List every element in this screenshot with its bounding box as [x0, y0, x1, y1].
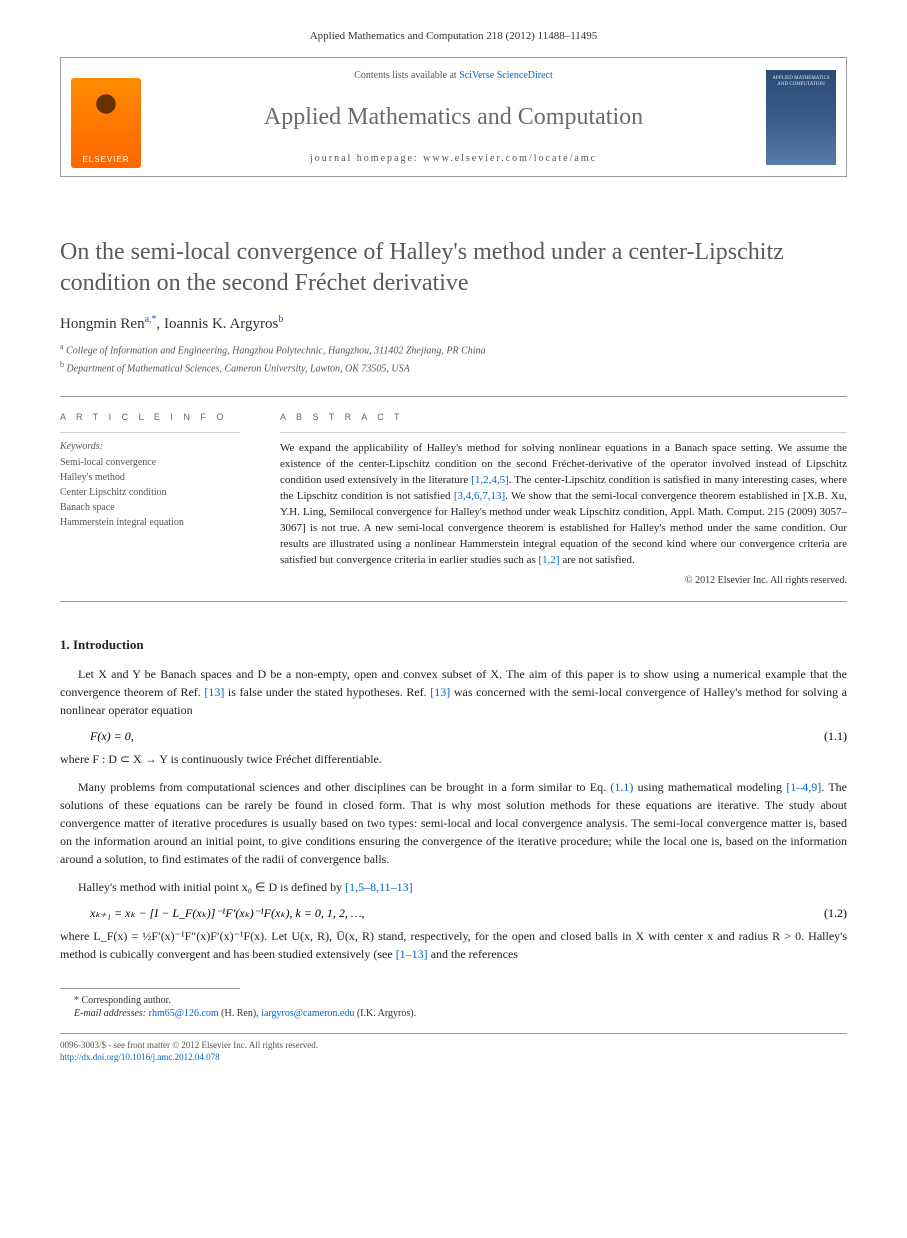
article-info-col: A R T I C L E I N F O Keywords: Semi-loc…: [60, 412, 240, 586]
author-2[interactable]: Ioannis K. Argyros: [164, 316, 278, 332]
journal-cover-area: APPLIED MATHEMATICS AND COMPUTATION: [756, 58, 846, 176]
intro-p1: Let X and Y be Banach spaces and D be a …: [60, 665, 847, 719]
equation-1-1: F(x) = 0, (1.1): [90, 729, 847, 744]
p4-ref[interactable]: [1,5–8,11–13]: [345, 880, 413, 894]
sciencedirect-link[interactable]: SciVerse ScienceDirect: [459, 70, 553, 81]
contents-line: Contents lists available at SciVerse Sci…: [171, 70, 736, 81]
eq-1-2-num: (1.2): [824, 906, 847, 921]
corresponding-footnote: * Corresponding author.: [60, 995, 847, 1006]
keyword-1: Semi-local convergence: [60, 455, 240, 470]
elsevier-tree-icon: [81, 86, 131, 146]
homepage-url[interactable]: www.elsevier.com/locate/amc: [423, 153, 597, 164]
author-1[interactable]: Hongmin Ren: [60, 316, 145, 332]
email-2[interactable]: iargyros@cameron.edu: [261, 1008, 354, 1019]
abs-part-6: are not satisfied.: [560, 554, 635, 566]
intro-p2: where F : D ⊂ X → Y is continuously twic…: [60, 750, 847, 768]
author-1-sup[interactable]: a,: [145, 314, 152, 325]
p1-ref13-1[interactable]: [13]: [204, 685, 224, 699]
abs-ref-2[interactable]: [3,4,6,7,13]: [454, 490, 505, 502]
header-center: Contents lists available at SciVerse Sci…: [151, 58, 756, 176]
doi-link[interactable]: http://dx.doi.org/10.1016/j.amc.2012.04.…: [60, 1052, 220, 1062]
eq-1-2-body: xₖ₊₁ = xₖ − [I − L_F(xₖ)]⁻¹F′(xₖ)⁻¹F(xₖ)…: [90, 906, 365, 921]
abs-ref-3[interactable]: [1,2]: [539, 554, 560, 566]
publisher-logo-area: ELSEVIER: [61, 58, 151, 176]
article-info-heading: A R T I C L E I N F O: [60, 412, 240, 422]
intro-p5: where L_F(x) = ½F′(x)⁻¹F″(x)F′(x)⁻¹F(x).…: [60, 927, 847, 963]
elsevier-logo[interactable]: ELSEVIER: [71, 78, 141, 168]
doi-line: http://dx.doi.org/10.1016/j.amc.2012.04.…: [60, 1052, 847, 1062]
intro-p4: Halley's method with initial point x₀ ∈ …: [60, 878, 847, 896]
email-1-who: (H. Ren),: [219, 1008, 262, 1019]
divider-top: [60, 396, 847, 397]
footnote-divider: [60, 988, 240, 989]
homepage-prefix: journal homepage:: [310, 153, 423, 164]
aff-b-text: Department of Mathematical Sciences, Cam…: [67, 363, 410, 374]
p5-ref-1-13[interactable]: [1–13]: [396, 947, 428, 961]
bottom-divider: [60, 1033, 847, 1034]
abstract-copyright: © 2012 Elsevier Inc. All rights reserved…: [280, 575, 847, 586]
authors-line: Hongmin Rena,*, Ioannis K. Argyrosb: [60, 314, 847, 333]
abstract-text: We expand the applicability of Halley's …: [280, 441, 847, 569]
email-label: E-mail addresses:: [74, 1008, 149, 1019]
abstract-divider: [280, 432, 847, 433]
cover-text: APPLIED MATHEMATICS AND COMPUTATION: [770, 76, 832, 88]
eq-1-1-num: (1.1): [824, 729, 847, 744]
article-title: On the semi-local convergence of Halley'…: [60, 237, 847, 299]
p4-a: Halley's method with initial point x₀ ∈ …: [78, 880, 345, 894]
p3-eqref[interactable]: (1.1): [610, 780, 633, 794]
affiliations: a College of Information and Engineering…: [60, 341, 847, 376]
eq-1-1-body: F(x) = 0,: [90, 729, 134, 744]
keywords-label: Keywords:: [60, 441, 240, 452]
affiliation-b: b Department of Mathematical Sciences, C…: [60, 359, 847, 376]
keyword-5: Hammerstein integral equation: [60, 515, 240, 530]
homepage-line: journal homepage: www.elsevier.com/locat…: [171, 153, 736, 164]
journal-citation: Applied Mathematics and Computation 218 …: [60, 30, 847, 42]
front-matter: 0096-3003/$ - see front matter © 2012 El…: [60, 1040, 847, 1050]
affiliation-a: a College of Information and Engineering…: [60, 341, 847, 358]
p5-b: and the references: [428, 947, 518, 961]
p3-a: Many problems from computational science…: [78, 780, 610, 794]
aff-a-sup: a: [60, 342, 64, 351]
keywords-list: Semi-local convergence Halley's method C…: [60, 455, 240, 530]
email-2-who: (I.K. Argyros).: [354, 1008, 416, 1019]
intro-p3: Many problems from computational science…: [60, 778, 847, 868]
journal-cover-icon[interactable]: APPLIED MATHEMATICS AND COMPUTATION: [766, 70, 836, 165]
keyword-2: Halley's method: [60, 470, 240, 485]
p3-ref-1-4-9[interactable]: [1–4,9]: [786, 780, 821, 794]
header-box: ELSEVIER Contents lists available at Sci…: [60, 57, 847, 177]
author-2-sup[interactable]: b: [278, 314, 283, 325]
keyword-3: Center Lipschitz condition: [60, 485, 240, 500]
elsevier-label: ELSEVIER: [82, 155, 129, 164]
abs-ref-1[interactable]: [1,2,4,5]: [471, 474, 509, 486]
contents-prefix: Contents lists available at: [354, 70, 459, 81]
email-1[interactable]: rhm65@126.com: [149, 1008, 219, 1019]
divider-bottom: [60, 601, 847, 602]
equation-1-2: xₖ₊₁ = xₖ − [I − L_F(xₖ)]⁻¹F′(xₖ)⁻¹F(xₖ)…: [90, 906, 847, 921]
p3-b: using mathematical modeling: [633, 780, 786, 794]
info-divider: [60, 432, 240, 433]
email-footnote: E-mail addresses: rhm65@126.com (H. Ren)…: [60, 1008, 847, 1019]
abstract-heading: A B S T R A C T: [280, 412, 847, 422]
journal-name: Applied Mathematics and Computation: [171, 104, 736, 131]
abstract-col: A B S T R A C T We expand the applicabil…: [280, 412, 847, 586]
section-1-heading: 1. Introduction: [60, 637, 847, 653]
aff-a-text: College of Information and Engineering, …: [66, 346, 486, 357]
p1-ref13-2[interactable]: [13]: [430, 685, 450, 699]
keyword-4: Banach space: [60, 500, 240, 515]
p1-b: is false under the stated hypotheses. Re…: [224, 685, 430, 699]
aff-b-sup: b: [60, 360, 64, 369]
corresponding-star[interactable]: *: [152, 314, 157, 325]
